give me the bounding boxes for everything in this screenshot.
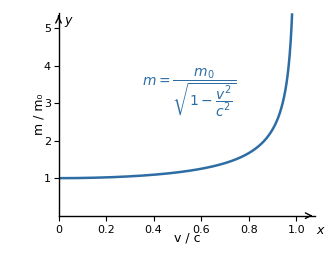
Text: m / m₀: m / m₀: [33, 94, 46, 135]
Text: v / c: v / c: [174, 232, 200, 245]
Text: y: y: [64, 14, 72, 27]
Text: $m = \dfrac{m_0}{\sqrt{1 - \dfrac{v^2}{c^2}}}$: $m = \dfrac{m_0}{\sqrt{1 - \dfrac{v^2}{c…: [142, 66, 236, 118]
Text: x: x: [317, 224, 324, 237]
